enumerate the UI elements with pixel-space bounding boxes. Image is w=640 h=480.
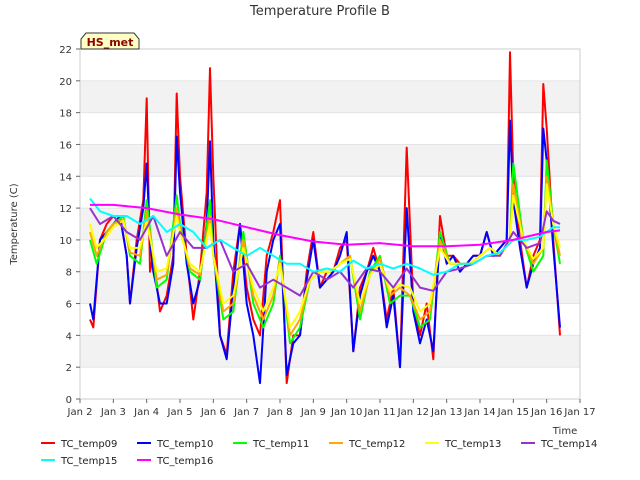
annotation-label: HS_met (87, 36, 134, 49)
grid-band (80, 208, 580, 240)
y-tick-label: 4 (66, 331, 72, 342)
y-tick-label: 10 (59, 236, 72, 247)
legend-label: TC_temp14 (540, 439, 597, 450)
legend-label: TC_temp09 (60, 439, 117, 450)
legend-label: TC_temp10 (156, 439, 213, 450)
x-tick-label: Jan 16 (530, 407, 562, 418)
x-tick-label: Jan 13 (430, 407, 462, 418)
x-tick-label: Jan 3 (100, 407, 126, 418)
plot-background (80, 48, 580, 400)
x-tick-label: Jan 2 (67, 407, 93, 418)
y-tick-label: 16 (59, 140, 72, 151)
series-layer (89, 51, 561, 385)
chart-title: Temperature Profile B (249, 4, 390, 19)
y-tick-label: 8 (66, 268, 72, 279)
x-tick-label: Jan 12 (397, 407, 429, 418)
legend-label: TC_temp15 (60, 456, 117, 467)
y-axis-label: Temperature (C) (9, 183, 20, 265)
grid-band (80, 80, 580, 113)
y-tick-label: 20 (59, 77, 72, 88)
x-tick-label: Jan 9 (300, 407, 326, 418)
x-tick-label: Jan 4 (133, 407, 159, 418)
y-tick-label: 12 (59, 204, 72, 215)
x-tick-label: Jan 10 (330, 407, 362, 418)
series-line-TC_temp14 (89, 207, 561, 297)
x-tick-label: Jan 5 (167, 407, 193, 418)
grid-band (80, 49, 580, 81)
legend-label: TC_temp16 (156, 456, 213, 467)
y-tick-label: 22 (59, 45, 72, 56)
x-tick-label: Jan 6 (200, 407, 226, 418)
legend-label: TC_temp12 (348, 439, 405, 450)
y-tick-label: 2 (66, 363, 72, 374)
y-tick-label: 18 (59, 109, 72, 120)
x-axis-label: Time (552, 426, 577, 437)
x-axis-ticks: Jan 2 Jan 3 Jan 4 Jan 5 Jan 6 Jan 7 Jan 8 Jan 9… (67, 399, 596, 418)
x-tick-label: Jan 7 (233, 407, 259, 418)
legend-label: TC_temp13 (444, 439, 501, 450)
y-axis-ticks: 0 2 4 6 8 10 12 14 16 18 20 22 (59, 45, 80, 406)
annotation-badge: HS_met (80, 32, 140, 50)
grid-band (80, 335, 580, 368)
series-line-TC_temp16 (90, 203, 561, 248)
y-tick-label: 0 (66, 395, 72, 406)
grid-band (80, 112, 580, 145)
series-line-TC_temp10 (89, 119, 561, 385)
series-line-TC_temp15 (89, 197, 560, 276)
grid-band (80, 144, 580, 177)
series-line-TC_temp13 (89, 183, 561, 329)
legend-label: TC_temp11 (252, 439, 309, 450)
y-tick-label: 6 (66, 300, 72, 311)
x-tick-label: Jan 14 (463, 407, 495, 418)
x-tick-label: Jan 15 (497, 407, 529, 418)
x-tick-label: Jan 11 (363, 407, 395, 418)
x-tick-label: Jan 17 (563, 407, 595, 418)
grid-band (80, 367, 580, 399)
grid-band (80, 176, 580, 209)
legend: TC_temp09 TC_temp10 TC_temp11 TC_temp12 TC_t… (41, 439, 597, 467)
y-tick-label: 14 (59, 172, 72, 183)
plot-frame (79, 48, 581, 400)
x-tick-label: Jan 8 (267, 407, 293, 418)
grid-band (80, 303, 580, 336)
